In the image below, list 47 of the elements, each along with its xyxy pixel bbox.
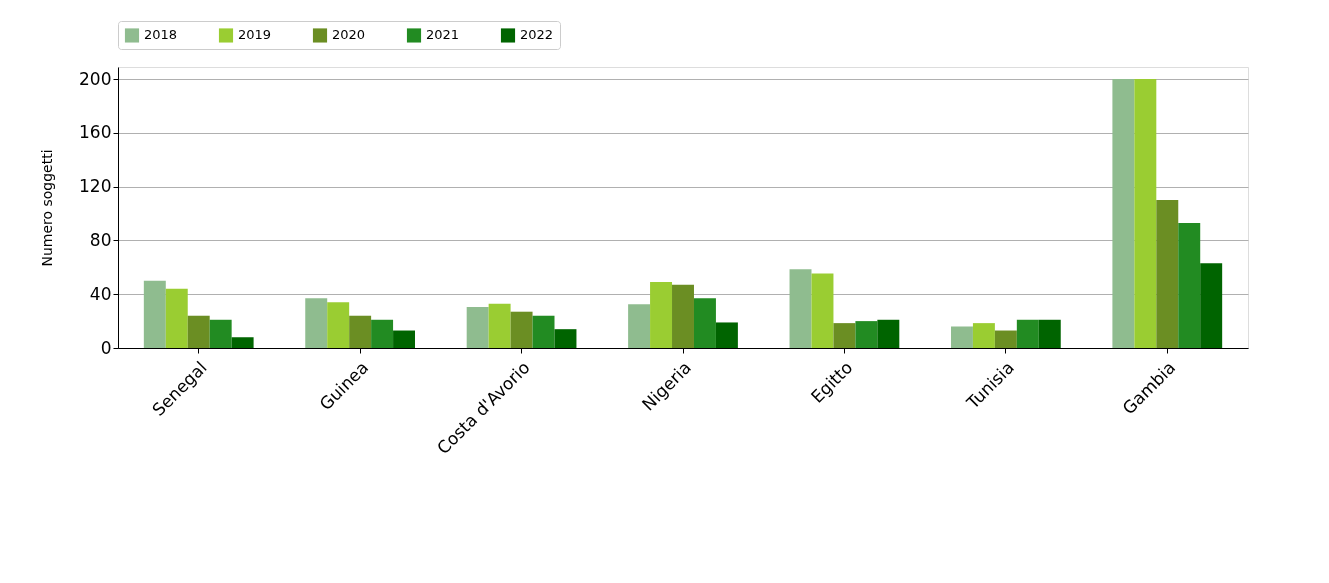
y-tick-label: 40 xyxy=(89,283,112,304)
bar xyxy=(393,330,416,348)
y-axis-title: Numero soggetti xyxy=(39,149,56,267)
legend-label: 2018 xyxy=(144,27,178,43)
bar xyxy=(833,323,856,348)
bar xyxy=(510,311,533,348)
bar xyxy=(1112,79,1135,348)
legend-label: 2022 xyxy=(520,27,554,43)
bar xyxy=(715,322,738,348)
bar xyxy=(855,321,878,348)
bar xyxy=(371,319,394,348)
bar xyxy=(672,284,694,348)
bar xyxy=(1200,263,1223,348)
bar xyxy=(143,280,166,348)
bar xyxy=(554,329,577,348)
bar xyxy=(628,304,651,348)
bar xyxy=(1016,319,1039,348)
legend-label: 2021 xyxy=(426,27,460,43)
y-tick-label: 160 xyxy=(79,122,112,143)
bar xyxy=(1038,319,1061,348)
bar xyxy=(972,323,995,348)
bar xyxy=(1178,222,1201,348)
legend-label: 2019 xyxy=(238,27,272,43)
bar xyxy=(693,298,716,348)
bar xyxy=(650,282,673,348)
y-tick-label: 200 xyxy=(79,68,112,89)
bar xyxy=(877,319,900,348)
legend-label: 2020 xyxy=(332,27,366,43)
bar xyxy=(187,315,210,348)
bar xyxy=(811,273,834,348)
bar xyxy=(789,269,812,348)
bar xyxy=(1134,79,1157,348)
y-tick-label: 80 xyxy=(89,229,112,250)
bar xyxy=(950,326,973,348)
bar xyxy=(209,319,232,348)
bar xyxy=(466,306,489,348)
bar xyxy=(349,315,372,348)
bar xyxy=(994,330,1017,348)
bar xyxy=(1156,200,1179,348)
bar xyxy=(532,315,555,348)
bar xyxy=(305,298,328,348)
bar xyxy=(327,302,350,348)
bar xyxy=(231,337,254,348)
y-tick-label: 120 xyxy=(79,176,112,197)
bar xyxy=(165,288,188,348)
y-tick-label: 0 xyxy=(100,337,112,358)
bar xyxy=(488,303,511,348)
